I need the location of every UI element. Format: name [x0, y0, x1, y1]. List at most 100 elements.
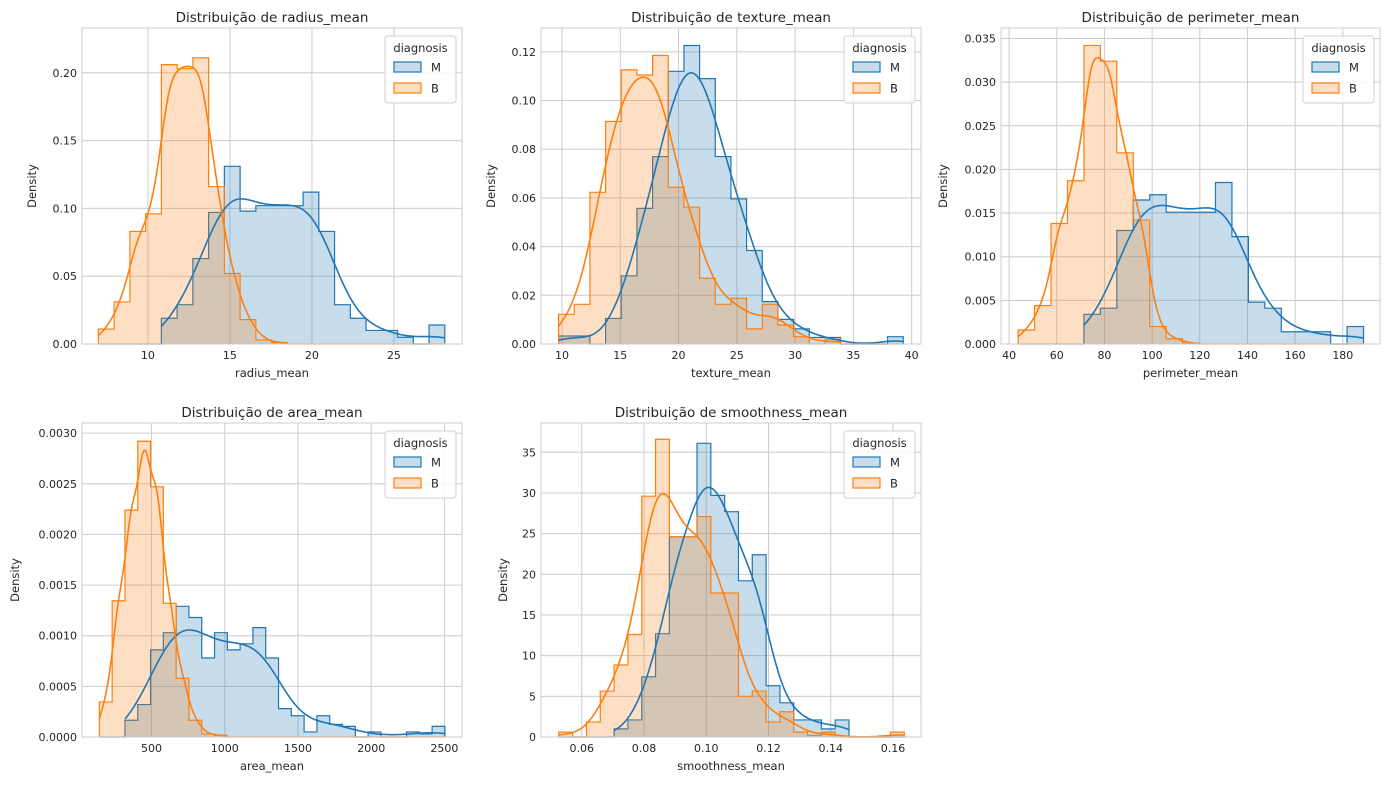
histogram-bar-M	[255, 205, 272, 344]
histogram-bar-M	[201, 657, 215, 737]
histogram-bar-B	[710, 593, 725, 737]
y-tick-label: 0.0000	[39, 731, 78, 744]
legend-swatch-M	[852, 61, 881, 73]
histogram-bar-M	[350, 318, 367, 344]
histogram-bar-M	[614, 728, 628, 737]
histogram-bar-B	[145, 213, 162, 344]
histogram-bar-B	[129, 231, 146, 344]
histogram-bar-B	[1067, 180, 1084, 344]
legend-label-M: M	[431, 456, 441, 470]
series-M	[1018, 181, 1365, 345]
histogram-bar-M	[188, 617, 202, 737]
histogram-bar-B	[114, 301, 130, 344]
histogram-bar-M	[177, 304, 193, 344]
histogram-bar-M	[1199, 212, 1216, 344]
y-tick-label: 0.08	[512, 143, 537, 156]
x-tick-label: 35	[846, 349, 860, 362]
y-tick-label: 0.0015	[39, 579, 78, 592]
legend-swatch-B	[852, 477, 881, 489]
y-axis-label: Density	[8, 558, 22, 602]
histogram-bar-M	[621, 275, 637, 344]
legend-label-M: M	[890, 456, 900, 470]
x-tick-label: 0.16	[881, 742, 906, 755]
histogram-bar-M	[342, 726, 356, 737]
subplot-2: 40 60 80 100 120 140 160 180 0.000 0.005 0.010 0.01…	[936, 10, 1381, 380]
series-B	[98, 440, 445, 738]
legend-title: diagnosis	[393, 41, 447, 55]
histogram-bar-M	[1149, 194, 1167, 344]
histogram-bar-M	[124, 720, 138, 737]
y-tick-label: 0.0030	[39, 427, 78, 440]
histogram-bar-B	[1034, 305, 1052, 344]
histogram-bar-B	[668, 187, 684, 344]
y-tick-label: 15	[522, 609, 536, 622]
histogram-bar-B	[163, 603, 177, 737]
histogram-bar-M	[397, 337, 414, 344]
y-tick-label: 0.0010	[39, 630, 78, 643]
histogram-bar-M	[334, 304, 351, 344]
legend-swatch-M	[1311, 61, 1340, 73]
histogram-bar-B	[621, 69, 637, 344]
histogram-bar-M	[429, 325, 445, 344]
histogram-bar-M	[1166, 212, 1183, 344]
chart-title: Distribuição de area_mean	[181, 405, 362, 421]
histogram-bar-B	[176, 678, 189, 737]
legend-label-B: B	[890, 82, 898, 96]
x-tick-label: 180	[1332, 349, 1353, 362]
histogram-bar-M	[1281, 331, 1298, 344]
histogram-bar-M	[605, 318, 622, 344]
histogram-bar-M	[636, 208, 653, 344]
histogram-bar-M	[574, 335, 590, 344]
x-tick-label: 20	[672, 349, 686, 362]
histogram-bar-B	[1100, 61, 1117, 345]
subplot-4: 0.06 0.08 0.10 0.12 0.14 0.16 0 5 10 15 20 25 30 35 Di…	[496, 405, 922, 773]
histogram-bar-M	[730, 198, 747, 344]
y-tick-label: 20	[522, 568, 536, 581]
chart-title: Distribuição de radius_mean	[176, 10, 369, 26]
histogram-bar-M	[1083, 314, 1101, 344]
histogram-bar-M	[746, 250, 763, 344]
x-tick-label: 120	[1189, 349, 1210, 362]
kde-line-M	[558, 71, 904, 344]
histogram-bar-B	[98, 329, 115, 344]
histogram-bar-B	[641, 496, 656, 737]
histogram-bar-B	[1166, 338, 1183, 344]
histogram-bar-B	[240, 319, 256, 344]
legend-label-M: M	[431, 61, 441, 75]
histogram-bar-B	[201, 733, 215, 737]
legend-swatch-B	[393, 82, 422, 94]
y-tick-label: 0.030	[965, 76, 997, 89]
x-tick-label: 25	[387, 349, 401, 362]
histogram-bar-M	[821, 728, 836, 737]
legend-title: diagnosis	[852, 41, 906, 55]
subplot-1: 10 15 20 25 30 35 40 0.00 0.02 0.04 0.06 0.08 0.10 0.…	[484, 10, 922, 380]
histogram-bar-M	[668, 71, 684, 345]
legend: diagnosis MB	[843, 430, 916, 499]
histogram-bar-M	[1347, 326, 1364, 344]
histogram-bar-B	[746, 328, 763, 344]
series-M	[98, 165, 446, 345]
y-axis-label: Density	[484, 164, 498, 208]
histogram-bar-B	[1051, 223, 1068, 344]
histogram-bar-M	[1116, 230, 1134, 344]
y-tick-label: 0.00	[512, 338, 537, 351]
x-tick-label: 15	[223, 349, 237, 362]
histogram-bar-B	[224, 273, 241, 344]
histogram-bar-M	[278, 708, 292, 737]
histogram-bar-B	[255, 339, 272, 344]
x-tick-label: 40	[1002, 349, 1016, 362]
histogram-bar-B	[99, 702, 113, 737]
legend-title: diagnosis	[852, 436, 906, 450]
histogram-bar-M	[287, 205, 304, 344]
x-tick-label: 10	[141, 349, 155, 362]
x-tick-label: 1000	[211, 742, 239, 755]
y-axis-label: Density	[936, 164, 950, 208]
histogram-bar-M	[265, 657, 279, 737]
legend-swatch-M	[393, 61, 422, 73]
histogram-bar-M	[240, 211, 256, 344]
legend-label-M: M	[1349, 61, 1359, 75]
x-tick-label: 160	[1285, 349, 1306, 362]
histogram-outline-B	[558, 438, 905, 738]
histogram-bar-M	[1215, 182, 1232, 344]
histogram-bar-M	[271, 205, 288, 344]
